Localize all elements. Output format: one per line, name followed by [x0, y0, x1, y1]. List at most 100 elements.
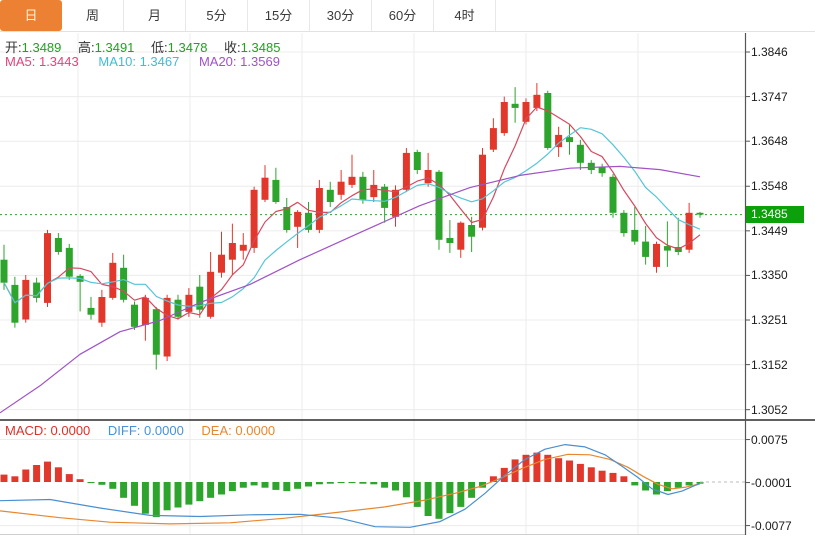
timeframe-tabbar: 日 周 月 5分 15分 30分 60分 4时: [0, 0, 815, 32]
macd-bar: [566, 460, 573, 482]
macd-bar: [54, 467, 62, 482]
close-readout: 收:1.3485: [224, 40, 281, 55]
line-series: [3, 106, 701, 320]
candle: [326, 189, 334, 202]
macd-bar: [457, 482, 465, 507]
candle: [54, 238, 62, 252]
macd-bar: [250, 482, 258, 486]
macd-bar: [44, 461, 51, 482]
macd-readout: MACD: 0.0000 DIFF: 0.0000 DEA: 0.0000: [5, 423, 289, 438]
price-tick-label: 1.3350: [751, 268, 788, 283]
macd-bar: [11, 476, 19, 482]
macd-bar: [272, 482, 280, 490]
macd-bar: [120, 482, 128, 498]
macd-bar: [163, 482, 171, 511]
candle: [174, 299, 182, 317]
tab-4hour[interactable]: 4时: [434, 0, 496, 31]
price-tick-label: 1.3251: [751, 313, 788, 328]
ma5-readout: MA5: 1.3443: [5, 54, 79, 69]
low-readout: 低:1.3478: [151, 40, 208, 55]
tab-day[interactable]: 日: [0, 0, 62, 31]
candle: [544, 93, 552, 148]
candle: [402, 152, 410, 190]
macd-bar: [152, 482, 160, 518]
macd-bar: [511, 459, 519, 482]
candle: [109, 262, 117, 298]
macd-bar: [576, 463, 584, 482]
candle: [685, 212, 693, 250]
macd-bar: [479, 482, 486, 488]
tab-month[interactable]: 月: [124, 0, 186, 31]
candle: [305, 212, 312, 230]
candle: [163, 297, 171, 357]
current-price-badge: 1.3485: [746, 206, 804, 224]
macd-histogram: [0, 452, 704, 519]
candle: [533, 94, 541, 108]
candle: [696, 212, 704, 215]
macd-bar: [587, 467, 595, 482]
macd-bar: [674, 482, 682, 488]
candle: [152, 309, 160, 355]
candle: [337, 181, 345, 195]
macd-bar: [381, 482, 389, 488]
macd-bar: [609, 472, 617, 482]
macd-bar: [261, 482, 269, 488]
tab-5min[interactable]: 5分: [186, 0, 248, 31]
macd-bar: [435, 482, 443, 519]
macd-bar: [326, 482, 334, 484]
candle: [381, 186, 389, 208]
price-tick-label: 1.3846: [751, 45, 788, 59]
candle: [228, 243, 236, 260]
macd-bar: [370, 482, 378, 485]
ma20-readout: MA20: 1.3569: [198, 54, 280, 69]
macd-bar: [555, 458, 563, 482]
ohlc-readout: 开:1.3489 高:1.3491 低:1.3478 收:1.3485: [5, 37, 293, 56]
macd-bar: [131, 482, 138, 506]
candle: [283, 207, 291, 230]
macd-bar: [489, 476, 497, 482]
macd-bar: [337, 482, 345, 484]
macd-tick-label: 0.0075: [751, 432, 788, 447]
macd-bar: [87, 482, 95, 484]
macd-bar: [196, 482, 204, 502]
macd-bar: [283, 482, 291, 492]
candle: [587, 162, 595, 170]
price-tick-label: 1.3548: [751, 179, 788, 194]
candle: [22, 279, 30, 320]
tab-30min[interactable]: 30分: [310, 0, 372, 31]
candle: [392, 189, 399, 217]
candle: [457, 222, 465, 250]
candle: [218, 254, 225, 273]
open-readout: 开:1.3489: [5, 40, 62, 55]
macd-bar: [239, 482, 247, 488]
candle: [141, 297, 149, 325]
candle: [522, 102, 530, 122]
macd-bar: [109, 482, 117, 489]
candle: [250, 189, 258, 248]
macd-bar: [359, 482, 367, 484]
candle: [294, 211, 302, 227]
candle: [620, 212, 628, 234]
macd-bar: [33, 465, 41, 482]
macd-bar: [500, 467, 508, 482]
candle: [239, 244, 247, 251]
price-tick-label: 1.3052: [751, 402, 788, 417]
tab-week[interactable]: 周: [62, 0, 124, 31]
candle: [598, 166, 606, 174]
price-tick-label: 1.3648: [751, 134, 788, 149]
candle: [435, 171, 443, 240]
macd-bar: [533, 452, 541, 482]
tab-60min[interactable]: 60分: [372, 0, 434, 31]
macd-bar: [685, 482, 693, 486]
tab-15min[interactable]: 15分: [248, 0, 310, 31]
high-readout: 高:1.3491: [78, 40, 135, 55]
candle: [348, 176, 356, 185]
macd-bar: [315, 482, 323, 485]
macd-bar: [696, 482, 704, 484]
candle: [120, 267, 128, 300]
macd-bar: [402, 482, 410, 498]
candle: [653, 243, 660, 267]
candle: [315, 188, 323, 230]
